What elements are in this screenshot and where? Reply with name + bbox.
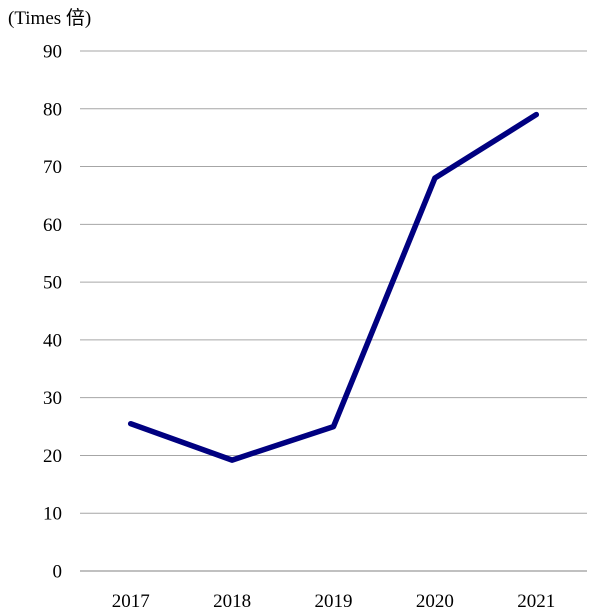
y-axis-tick-labels: 0 10 20 30 40 50 60 70 80 90: [43, 42, 62, 583]
y-axis-unit-label: (Times 倍): [8, 7, 91, 29]
y-tick-label-10: 10: [43, 504, 62, 525]
y-tick-label-60: 60: [43, 215, 62, 236]
x-tick-label-2017: 2017: [112, 591, 150, 612]
x-tick-label-2020: 2020: [416, 591, 454, 612]
y-tick-label-80: 80: [43, 99, 62, 120]
gridlines: [80, 50, 587, 572]
y-tick-label-50: 50: [43, 273, 62, 294]
series-layer: [127, 111, 540, 463]
y-tick-label-90: 90: [43, 42, 62, 63]
y-tick-label-40: 40: [43, 330, 62, 351]
x-axis-tick-labels: 2017 2018 2019 2020 2021: [112, 591, 556, 612]
x-tick-label-2021: 2021: [517, 591, 555, 612]
y-tick-label-0: 0: [53, 562, 63, 583]
y-tick-label-20: 20: [43, 446, 62, 467]
x-tick-label-2019: 2019: [315, 591, 353, 612]
y-tick-label-30: 30: [43, 388, 62, 409]
y-tick-label-70: 70: [43, 157, 62, 178]
series-line-0: [127, 111, 540, 463]
x-tick-label-2018: 2018: [213, 591, 251, 612]
